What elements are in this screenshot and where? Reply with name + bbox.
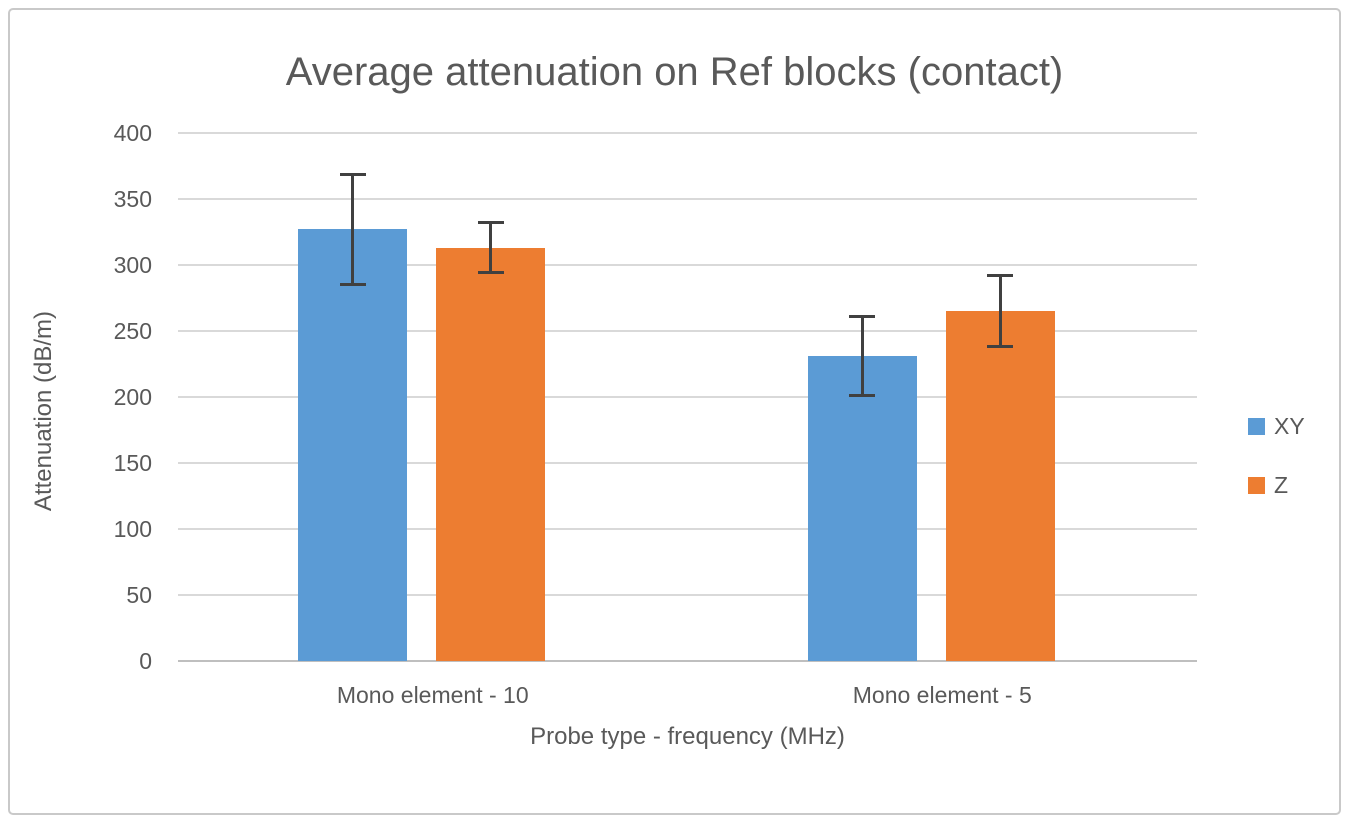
y-tick-label-300: 300 bbox=[113, 252, 152, 278]
error-bar-cap-top-z-mono-element-5 bbox=[987, 274, 1013, 278]
bar-z-mono-element-5 bbox=[945, 311, 1055, 661]
y-tick-label-350: 350 bbox=[113, 186, 152, 212]
error-bar-cap-bottom-xy-mono-element-10 bbox=[339, 283, 366, 287]
error-bar-cap-top-z-mono-element-10 bbox=[477, 221, 504, 225]
error-bar-cap-bottom-z-mono-element-10 bbox=[477, 271, 504, 275]
error-bar-line-xy-mono-element-5 bbox=[860, 315, 864, 397]
error-bar-cap-bottom-xy-mono-element-5 bbox=[849, 394, 875, 397]
bar-xy-mono-element-10 bbox=[298, 229, 407, 661]
legend-label-z: Z bbox=[1274, 472, 1289, 498]
gridline-300 bbox=[178, 264, 1197, 266]
gridline-400 bbox=[178, 132, 1197, 134]
x-category-label-mono-element-5: Mono element - 5 bbox=[852, 682, 1032, 708]
gridline-200 bbox=[178, 396, 1197, 398]
error-bar-line-z-mono-element-10 bbox=[489, 221, 492, 275]
bar-z-mono-element-10 bbox=[436, 247, 545, 661]
chart-frame: Average attenuation on Ref blocks (conta… bbox=[8, 8, 1341, 815]
legend: XY Z bbox=[1248, 413, 1338, 516]
y-tick-label-400: 400 bbox=[113, 120, 152, 146]
gridline-150 bbox=[178, 462, 1197, 464]
y-tick-label-100: 100 bbox=[113, 516, 152, 542]
gridline-350 bbox=[178, 198, 1197, 200]
error-bar-line-z-mono-element-5 bbox=[998, 274, 1002, 349]
gridline-100 bbox=[178, 528, 1197, 530]
chart-title: Average attenuation on Ref blocks (conta… bbox=[285, 50, 1064, 94]
legend-swatch-z bbox=[1248, 476, 1265, 494]
y-tick-label-150: 150 bbox=[113, 450, 152, 476]
y-tick-label-0: 0 bbox=[139, 648, 152, 674]
error-bar-cap-bottom-z-mono-element-5 bbox=[987, 345, 1013, 349]
error-bar-cap-top-xy-mono-element-10 bbox=[339, 172, 366, 176]
plot-area bbox=[178, 132, 1197, 662]
x-axis-line bbox=[178, 660, 1197, 662]
error-bar-cap-top-xy-mono-element-5 bbox=[849, 315, 875, 319]
bar-xy-mono-element-5 bbox=[807, 356, 917, 661]
legend-swatch-xy bbox=[1248, 417, 1265, 435]
x-category-label-mono-element-10: Mono element - 10 bbox=[336, 682, 529, 708]
x-axis-title: Probe type - frequency (MHz) bbox=[530, 723, 845, 750]
y-axis-title: Attenuation (dB/m) bbox=[30, 310, 57, 512]
y-tick-label-200: 200 bbox=[113, 384, 152, 410]
y-tick-label-250: 250 bbox=[113, 318, 152, 344]
gridline-50 bbox=[178, 594, 1197, 596]
y-tick-label-50: 50 bbox=[126, 582, 152, 608]
legend-label-xy: XY bbox=[1274, 413, 1305, 439]
gridline-250 bbox=[178, 330, 1197, 332]
legend-item-z: Z bbox=[1248, 472, 1289, 498]
error-bar-line-xy-mono-element-10 bbox=[351, 172, 354, 287]
legend-item-xy: XY bbox=[1248, 413, 1305, 439]
